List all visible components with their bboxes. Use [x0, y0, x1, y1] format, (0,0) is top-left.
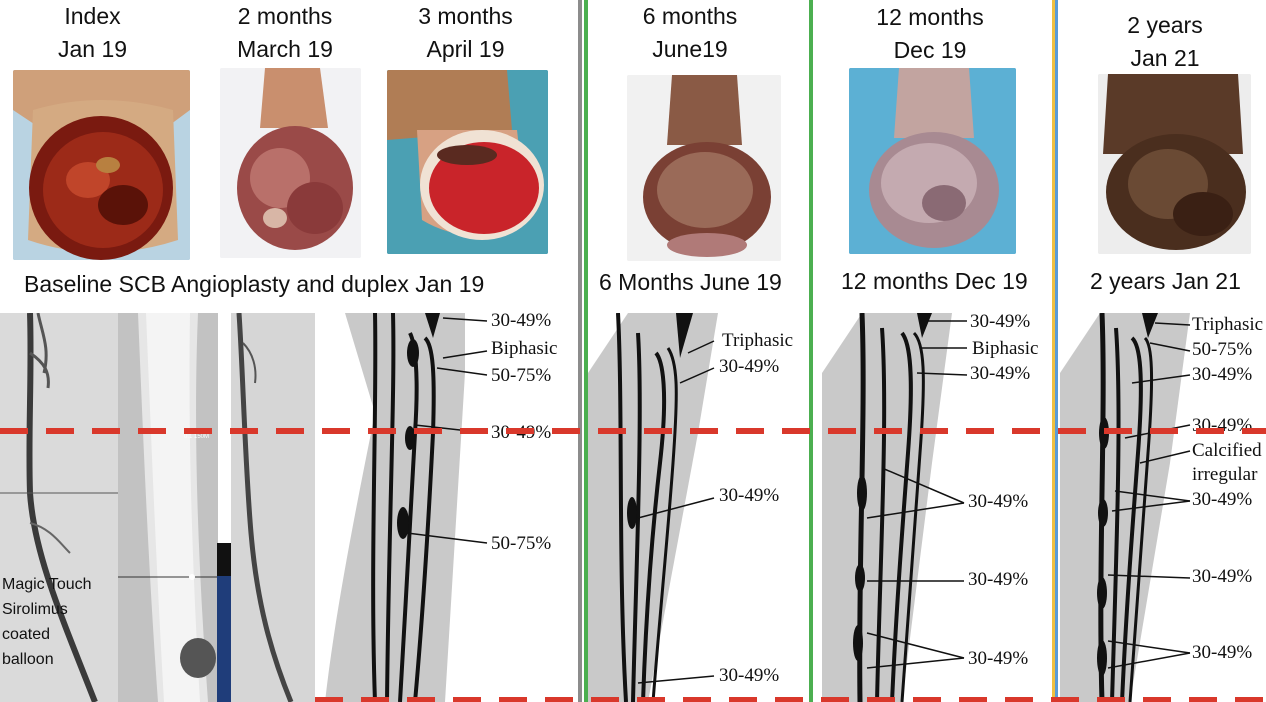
timepoint-label: 3 months	[418, 3, 513, 29]
timepoint-date: Jan 19	[57, 36, 128, 62]
timepoint-date: April 19	[426, 36, 505, 62]
wound-photo-3-months	[387, 70, 548, 254]
duplex-diagram-6-months: Triphasic 30-49% 30-49% 30-49%	[588, 313, 816, 702]
duplex-label: 30-49%	[719, 485, 780, 506]
angiogram-right	[231, 313, 315, 702]
duplex-diagram-12-months: 30-49% Biphasic 30-49% 30-49% 30-49% 30-…	[822, 313, 1052, 702]
duplex-label: 50-75%	[491, 533, 552, 554]
section-divider	[578, 0, 582, 702]
duplex-diagram-2-years: Triphasic 50-75% 30-49% 30-49% Calcified…	[1060, 313, 1266, 702]
duplex-label: 30-49%	[968, 648, 1029, 669]
duplex-label: 50-75%	[491, 365, 552, 386]
timepoint-date: Jan 21	[1130, 45, 1200, 71]
highlight-frame-6-months	[584, 0, 813, 702]
wound-illustration	[13, 70, 190, 260]
vessel-schematic	[822, 313, 968, 702]
timepoint-header-3-months: 3 months April 19	[393, 0, 538, 66]
timepoint-label: 2 years	[1127, 12, 1203, 38]
angiogram-balloon-fluoro: 0.1 150M	[118, 313, 218, 702]
duplex-label: 30-49%	[970, 313, 1031, 332]
duplex-label: 50-75%	[1192, 339, 1253, 360]
wound-photo-2-years	[1098, 74, 1251, 254]
timepoint-date: June19	[652, 36, 728, 62]
wound-illustration	[1098, 74, 1251, 254]
duplex-diagram-baseline: 30-49% Biphasic 50-75% 30-49% 50-75%	[315, 313, 580, 702]
duplex-label: Triphasic	[722, 330, 794, 351]
timepoint-header-12-months: 12 months Dec 19	[855, 1, 1005, 67]
wound-photo-6-months	[627, 75, 781, 261]
wound-photo-index	[13, 70, 190, 260]
duplex-label: 30-49%	[491, 313, 552, 331]
reference-line-dashed	[0, 428, 1266, 434]
timepoint-label: 6 months	[642, 3, 738, 29]
reference-line-dashed-bottom	[315, 697, 1266, 702]
caption-baseline: Baseline SCB Angioplasty and duplex Jan …	[24, 271, 485, 297]
scale-bar-dark	[217, 543, 231, 576]
vessel-schematic	[1060, 313, 1191, 702]
timepoint-date: March 19	[237, 36, 333, 62]
angiogram-left: Magic Touch Sirolimus coated balloon	[0, 313, 118, 702]
duplex-label: Biphasic	[491, 338, 558, 359]
duplex-label: 30-49%	[1192, 489, 1253, 510]
timepoint-header-6-months: 6 months June19	[620, 0, 760, 66]
duplex-label: 30-49%	[1192, 566, 1253, 587]
scale-bar-blue	[217, 576, 231, 702]
wound-illustration	[849, 68, 1016, 254]
caption-12-months: 12 months Dec 19	[841, 268, 1028, 294]
duplex-label: 30-49%	[719, 665, 780, 686]
timepoint-header-index: Index Jan 19	[35, 0, 150, 66]
duplex-label: Biphasic	[972, 338, 1039, 359]
timepoint-header-2-months: 2 months March 19	[215, 0, 355, 66]
fluoroscopy-image: 0.1 150M	[118, 313, 218, 702]
duplex-label: 30-49%	[1192, 642, 1253, 663]
duplex-label: 30-49%	[968, 569, 1029, 590]
timepoint-label: 2 months	[237, 3, 333, 29]
balloon-note: Magic Touch Sirolimus coated balloon	[2, 576, 92, 668]
timepoint-label: 12 months	[876, 4, 984, 30]
wound-illustration	[387, 70, 548, 254]
wound-illustration	[627, 75, 781, 261]
wound-photo-12-months	[849, 68, 1016, 254]
svg-text:0.1 150M: 0.1 150M	[184, 434, 209, 440]
caption-6-months: 6 Months June 19	[599, 269, 782, 295]
caption-2-years: 2 years Jan 21	[1090, 268, 1241, 294]
duplex-label: 30-49%	[1192, 364, 1253, 385]
duplex-label: Triphasic	[1192, 314, 1264, 335]
angiogram-vessel-image	[231, 313, 315, 702]
wound-illustration	[220, 68, 361, 258]
duplex-label: irregular	[1192, 464, 1258, 485]
timepoint-date: Dec 19	[893, 37, 967, 63]
duplex-label: 30-49%	[719, 356, 780, 377]
angiogram-vessel-image	[0, 313, 118, 702]
duplex-label: 30-49%	[970, 363, 1031, 384]
duplex-label: 30-49%	[968, 491, 1029, 512]
wound-photo-2-months	[220, 68, 361, 258]
vessel-schematic	[588, 313, 718, 702]
timepoint-header-2-years: 2 years Jan 21	[1095, 9, 1235, 75]
duplex-label: Calcified	[1192, 440, 1262, 461]
timepoint-label: Index	[64, 3, 121, 29]
vessel-schematic	[325, 313, 488, 702]
highlight-line-blue	[1055, 0, 1058, 702]
highlight-line-yellow	[1052, 0, 1055, 702]
